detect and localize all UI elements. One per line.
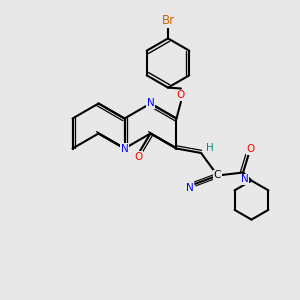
Text: H: H [206, 142, 213, 153]
Text: O: O [134, 152, 142, 162]
Text: O: O [177, 90, 185, 100]
Text: N: N [121, 143, 128, 154]
Text: N: N [241, 174, 249, 184]
Text: Br: Br [161, 14, 175, 28]
Text: N: N [186, 182, 194, 193]
Text: N: N [147, 98, 154, 109]
Text: C: C [214, 170, 221, 181]
Text: O: O [247, 144, 255, 154]
